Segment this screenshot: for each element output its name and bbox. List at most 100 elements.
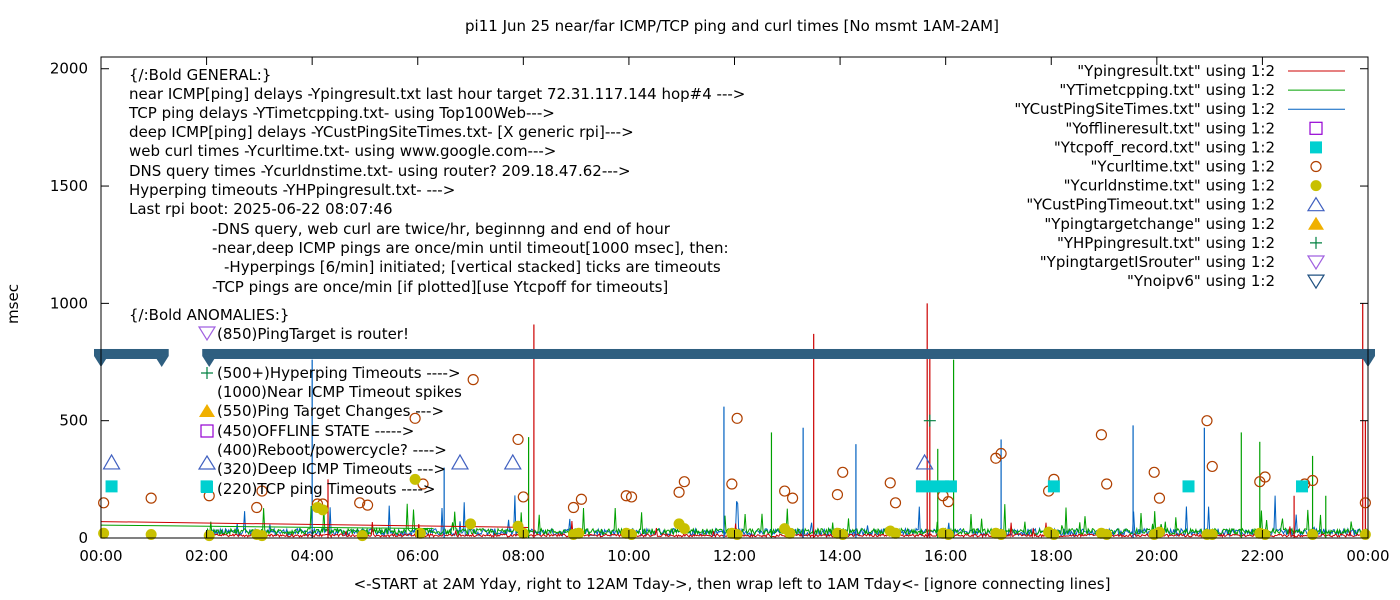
noipv6-band (94, 348, 169, 356)
dns-point (203, 530, 215, 542)
curl-point (1148, 466, 1160, 478)
legend-label: "Ycurldnstime.txt" using 1:2 (1064, 177, 1275, 195)
curl-point (1206, 460, 1218, 473)
legend-swatch (1306, 196, 1326, 212)
chart-title: pi11 Jun 25 near/far ICMP/TCP ping and c… (465, 17, 999, 35)
x-tick-label: 04:00 (291, 547, 334, 565)
curl-point (409, 412, 421, 424)
series-tcp-line (206, 503, 1369, 537)
legend: "Ypingresult.txt" using 1:2"YTimetcpping… (1014, 62, 1345, 290)
tcpoff-point (926, 480, 939, 493)
curl-point (889, 497, 902, 509)
tcpoff-point (944, 480, 957, 493)
legend-swatch (1309, 121, 1323, 135)
x-tick-label: 14:00 (818, 547, 861, 565)
dns-point (573, 527, 585, 539)
annotation-line: (550)Ping Target Changes ---> (217, 402, 444, 420)
dns-point (1153, 526, 1165, 538)
curl-point (1153, 492, 1166, 504)
annotation-line: -Hyperpings [6/min] initiated; [vertical… (224, 258, 721, 276)
annotation-line: Hyperping timeouts -YHPpingresult.txt- -… (129, 181, 455, 199)
y-tick-label: 1000 (50, 294, 88, 312)
y-tick-label: 2000 (50, 60, 88, 78)
legend-swatch (1310, 180, 1322, 192)
curl-point (884, 477, 896, 489)
y-tick-label: 500 (59, 412, 88, 430)
curl-point (673, 486, 685, 498)
curl-point (731, 412, 743, 424)
noipv6-band (209, 354, 1369, 359)
annotation-line: DNS query times -Ycurldnstime.txt- using… (129, 162, 631, 180)
legend-swatch (1310, 141, 1322, 154)
annotation-line: TCP ping delays -YTimetcpping.txt- using… (128, 104, 555, 122)
annotation-line: near ICMP[ping] delays -Ypingresult.txt … (129, 85, 745, 103)
y-tick-label: 1500 (50, 177, 88, 195)
curl-point (1101, 478, 1113, 490)
y-tick-label: 0 (78, 529, 88, 547)
custtimeout-point (102, 453, 121, 470)
curl-point (467, 374, 479, 386)
legend-label: "YCustPingSiteTimes.txt" using 1:2 (1014, 100, 1275, 118)
curl-point (1259, 471, 1271, 483)
curl-point (620, 490, 632, 502)
legend-swatch (1306, 255, 1326, 271)
annotation-line: -TCP pings are once/min [if plotted][use… (212, 278, 668, 296)
tcpoff-point (915, 480, 928, 493)
tcpoff-point (1047, 480, 1060, 493)
annotation-line: deep ICMP[ping] delays -YCustPingSiteTim… (129, 123, 634, 141)
dns-point (890, 527, 902, 539)
x-tick-label: 16:00 (924, 547, 967, 565)
annotation-tcpoff-marker (201, 481, 213, 493)
legend-label: "Ypingresult.txt" using 1:2 (1077, 62, 1275, 80)
curl-point (354, 497, 366, 509)
annotation-targetchange-marker (199, 404, 215, 417)
curl-point (786, 492, 799, 504)
noipv6-band (101, 354, 162, 359)
x-tick-label: 00:00 (1346, 547, 1389, 565)
x-tick-label: 08:00 (502, 547, 545, 565)
curl-point (256, 485, 268, 497)
legend-label: "YHPpingresult.txt" using 1:2 (1057, 234, 1275, 252)
x-tick-label: 00:00 (79, 547, 122, 565)
curl-point (779, 485, 791, 497)
annotation-line: (1000)Near ICMP Timeout spikes (217, 383, 462, 401)
curl-point (575, 493, 588, 505)
curl-point (251, 501, 263, 514)
legend-label: "Ycurltime.txt" using 1:2 (1090, 158, 1275, 176)
annotation-hpping-marker (201, 367, 213, 379)
dns-point (1206, 528, 1218, 540)
legend-swatch (1308, 216, 1324, 230)
curl-point (837, 466, 849, 478)
dns-point (409, 473, 421, 485)
annotation-line: (450)OFFLINE STATE -----> (217, 422, 414, 440)
curl-point (567, 501, 580, 514)
custtimeout-point (915, 453, 934, 470)
tcpoff-point (1296, 480, 1309, 493)
dns-point (465, 518, 477, 530)
dns-point (784, 527, 796, 539)
x-tick-label: 12:00 (713, 547, 756, 565)
dns-point (678, 523, 690, 535)
axis-ticks: 00:00 02:00 04:00 06:00 08:00 10:00 12:00 14:00… (50, 57, 1390, 565)
curl-point (1201, 415, 1213, 427)
x-axis-label: <-START at 2AM Yday, right to 12AM Tday-… (354, 575, 1111, 593)
legend-swatch (1310, 160, 1322, 173)
annotation-line: (400)Reboot/powercycle? ----> (217, 441, 447, 459)
dns-point (98, 527, 110, 539)
curl-point (995, 447, 1007, 460)
annotation-line: web curl times -Ycurltime.txt- using www… (129, 142, 556, 160)
legend-label: "Yofflineresult.txt" using 1:2 (1065, 119, 1275, 137)
dns-point (414, 527, 426, 539)
annotation-custtimeout-marker (197, 454, 217, 470)
dns-point (356, 530, 368, 542)
annotation-line: (850)PingTarget is router! (217, 325, 409, 343)
y-axis-label: msec (4, 284, 22, 324)
annotation-isrouter-marker (197, 326, 217, 342)
dns-point (317, 504, 329, 516)
x-tick-label: 06:00 (396, 547, 439, 565)
curl-point (678, 476, 690, 488)
annotation-line: {/:Bold GENERAL:} (129, 66, 271, 84)
legend-label: "Ytcpoff_record.txt" using 1:2 (1054, 138, 1275, 157)
tcp-wrap-line (100, 524, 434, 530)
